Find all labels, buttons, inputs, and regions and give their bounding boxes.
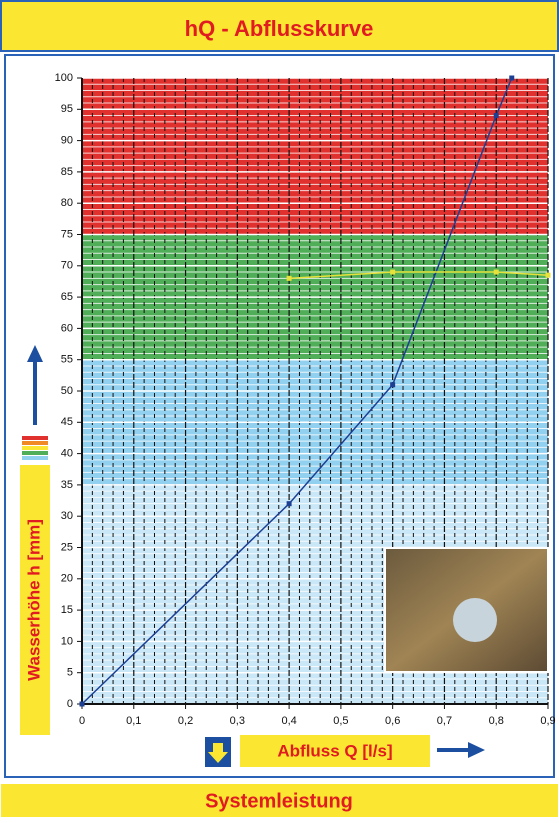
y-tick-label: 10 [61, 635, 73, 647]
marker [286, 275, 292, 281]
y-tick-label: 60 [61, 322, 73, 334]
y-tick-label: 20 [61, 573, 73, 585]
x-tick-label: 0,1 [126, 715, 141, 727]
ylabel-box [20, 465, 50, 735]
y-tick-label: 35 [61, 479, 73, 491]
x-tick-label: 0 [79, 715, 85, 727]
title-bar [0, 0, 559, 52]
y-tick-label: 40 [61, 448, 73, 460]
marker [390, 269, 396, 275]
y-tick-label: 100 [55, 72, 73, 84]
photo-drain [453, 598, 497, 642]
band [82, 78, 548, 235]
y-tick-label: 80 [61, 197, 73, 209]
y-tick-label: 45 [61, 416, 73, 428]
marker [286, 501, 292, 507]
x-tick-label: 0,3 [230, 715, 245, 727]
y-tick-label: 65 [61, 291, 73, 303]
x-tick-label: 0,5 [333, 715, 348, 727]
x-arrow-head [468, 742, 485, 758]
x-tick-label: 0,4 [281, 715, 296, 727]
y-tick-label: 30 [61, 510, 73, 522]
y-tick-label: 70 [61, 260, 73, 272]
marker [509, 75, 515, 81]
y-tick-label: 90 [61, 135, 73, 147]
title: hQ - Abflusskurve [185, 16, 374, 41]
down-arrow [208, 743, 228, 763]
x-tick-label: 0,6 [385, 715, 400, 727]
marker [493, 113, 499, 119]
y-tick-label: 55 [61, 354, 73, 366]
y-tick-label: 0 [67, 698, 73, 710]
y-arrow-head [27, 345, 43, 362]
y-axis-label: Wasserhöhe h [mm] [24, 519, 43, 681]
footer: Systemleistung [205, 790, 353, 812]
series-line [289, 271, 549, 280]
y-tick-label: 15 [61, 604, 73, 616]
marker [390, 382, 396, 388]
marker [545, 272, 551, 278]
x-axis-label: Abfluss Q [l/s] [277, 741, 392, 760]
y-tick-label: 5 [67, 667, 73, 679]
footer-bar [1, 784, 558, 817]
x-tick-label: 0,7 [437, 715, 452, 727]
y-tick-label: 85 [61, 166, 73, 178]
xlabel-box [240, 735, 430, 767]
y-tick-label: 95 [61, 103, 73, 115]
y-tick-label: 25 [61, 541, 73, 553]
y-tick-label: 50 [61, 385, 73, 397]
x-tick-label: 0,9 [540, 715, 555, 727]
level-icon [22, 436, 48, 460]
marker [79, 701, 85, 707]
marker [493, 269, 499, 275]
y-tick-label: 75 [61, 228, 73, 240]
x-tick-label: 0,8 [489, 715, 504, 727]
x-tick-label: 0,2 [178, 715, 193, 727]
